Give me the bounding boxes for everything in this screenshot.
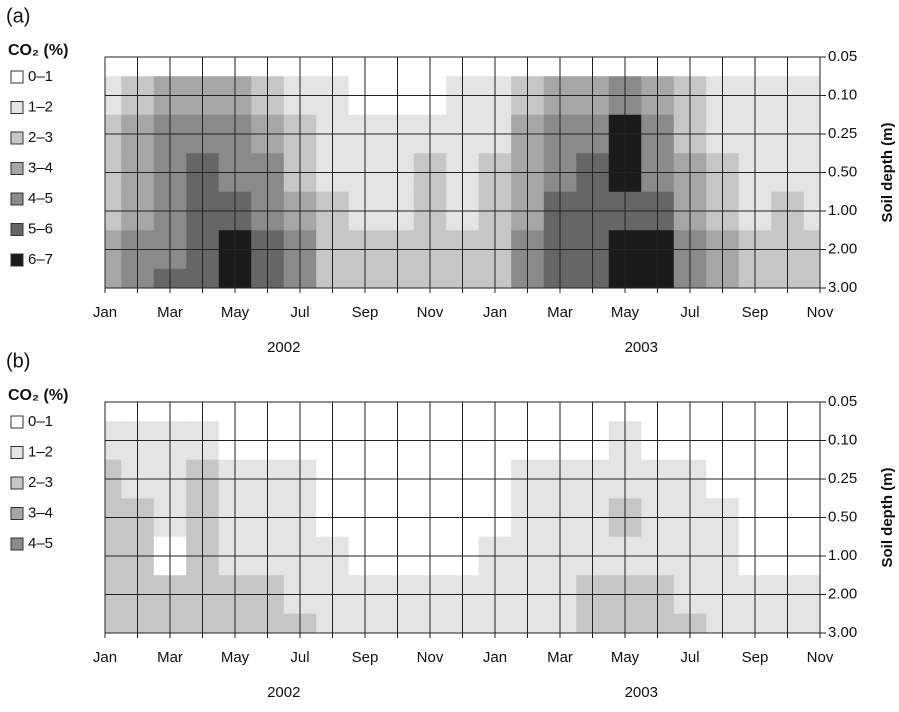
legend-swatch xyxy=(10,70,24,84)
x-tick-label: Jan xyxy=(483,304,507,321)
year-label: 2003 xyxy=(625,339,658,356)
contour-cell xyxy=(803,57,820,77)
legend-swatch xyxy=(10,507,24,520)
legend-label: 6–7 xyxy=(28,251,53,268)
x-tick-label: Nov xyxy=(807,304,834,321)
year-label: 2002 xyxy=(267,684,300,701)
legend-label: 0–1 xyxy=(28,68,53,85)
legend-swatch xyxy=(10,192,24,206)
legend-label: 3–4 xyxy=(28,504,53,521)
y-axis-label: Soil depth (m) xyxy=(879,468,896,568)
legend-swatch xyxy=(10,253,24,267)
x-tick-label: Jan xyxy=(93,649,117,666)
y-tick-label: 0.05 xyxy=(828,393,857,410)
y-tick-label: 0.10 xyxy=(828,86,857,103)
x-tick-label: Sep xyxy=(352,304,379,321)
legend-swatch xyxy=(10,223,24,236)
legend-label: 2–3 xyxy=(28,129,53,146)
legend-label: 4–5 xyxy=(28,190,53,207)
legend-label: 2–3 xyxy=(28,474,53,491)
x-tick-label: Sep xyxy=(742,649,769,666)
panel-label: (a) xyxy=(6,5,30,27)
year-label: 2003 xyxy=(625,684,658,701)
contour-cell xyxy=(803,268,820,288)
x-tick-label: Nov xyxy=(417,649,444,666)
legend-title: CO₂ (%) xyxy=(8,387,68,404)
x-tick-label: Mar xyxy=(157,649,183,666)
contour-cell xyxy=(803,402,820,422)
x-tick-label: Nov xyxy=(417,304,444,321)
y-tick-label: 0.25 xyxy=(828,125,857,142)
plot-frame xyxy=(104,56,821,289)
x-tick-label: Jan xyxy=(483,649,507,666)
legend-label: 1–2 xyxy=(28,443,53,460)
y-tick-label: 0.05 xyxy=(828,48,857,65)
x-tick-label: Mar xyxy=(547,304,573,321)
x-tick-label: Sep xyxy=(352,649,379,666)
x-tick-label: Jul xyxy=(290,649,309,666)
contour-cell xyxy=(803,613,820,633)
x-tick-label: Jul xyxy=(680,304,699,321)
legend-title: CO₂ (%) xyxy=(8,42,68,59)
x-tick-label: Mar xyxy=(157,304,183,321)
x-tick-label: Jan xyxy=(93,304,117,321)
x-tick-label: May xyxy=(221,649,250,666)
legend-label: 3–4 xyxy=(28,159,53,176)
x-tick-label: May xyxy=(611,649,640,666)
legend-swatch xyxy=(10,101,24,114)
x-tick-label: Mar xyxy=(547,649,573,666)
legend-swatch xyxy=(10,415,24,429)
y-axis-label: Soil depth (m) xyxy=(879,123,896,223)
x-tick-label: Jul xyxy=(680,649,699,666)
legend-swatch xyxy=(10,162,24,175)
y-tick-label: 0.25 xyxy=(828,470,857,487)
y-tick-label: 0.50 xyxy=(828,508,857,525)
legend-swatch xyxy=(10,131,24,145)
x-tick-label: Sep xyxy=(742,304,769,321)
y-tick-label: 2.00 xyxy=(828,585,857,602)
x-tick-label: May xyxy=(221,304,250,321)
x-tick-label: Nov xyxy=(807,649,834,666)
y-tick-label: 3.00 xyxy=(828,279,857,296)
plot-frame xyxy=(104,401,821,634)
contour-cell xyxy=(105,57,122,77)
year-label: 2002 xyxy=(267,339,300,356)
y-tick-label: 2.00 xyxy=(828,240,857,257)
contour-cell xyxy=(105,268,122,288)
legend-swatch xyxy=(10,446,24,459)
y-tick-label: 1.00 xyxy=(828,202,857,219)
y-tick-label: 1.00 xyxy=(828,547,857,564)
legend-label: 0–1 xyxy=(28,413,53,430)
contour-cell xyxy=(105,402,122,422)
y-tick-label: 0.50 xyxy=(828,163,857,180)
y-tick-label: 3.00 xyxy=(828,624,857,641)
legend-label: 1–2 xyxy=(28,98,53,115)
legend-swatch xyxy=(10,476,24,490)
y-tick-label: 0.10 xyxy=(828,431,857,448)
x-tick-label: Jul xyxy=(290,304,309,321)
legend-swatch xyxy=(10,537,24,551)
legend-label: 4–5 xyxy=(28,535,53,552)
contour-cell xyxy=(105,613,122,633)
legend-label: 5–6 xyxy=(28,220,53,237)
x-tick-label: May xyxy=(611,304,640,321)
panel-label: (b) xyxy=(6,350,30,372)
